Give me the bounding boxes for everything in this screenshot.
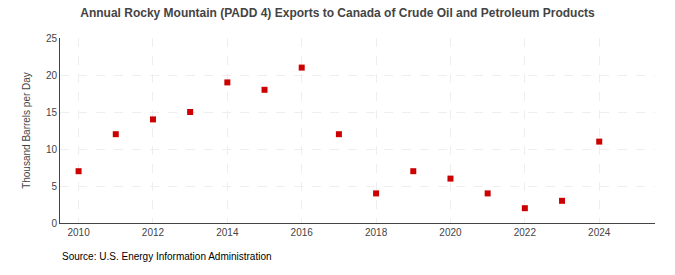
- svg-text:2014: 2014: [216, 227, 239, 238]
- svg-text:2012: 2012: [142, 227, 165, 238]
- svg-text:10: 10: [46, 144, 58, 155]
- svg-text:Annual Rocky Mountain (PADD 4): Annual Rocky Mountain (PADD 4) Exports t…: [80, 6, 595, 20]
- svg-text:Thousand Barrels per Day: Thousand Barrels per Day: [21, 72, 32, 189]
- svg-text:0: 0: [51, 218, 57, 229]
- svg-text:2024: 2024: [588, 227, 611, 238]
- svg-text:2022: 2022: [514, 227, 537, 238]
- svg-text:15: 15: [46, 107, 58, 118]
- svg-text:2010: 2010: [67, 227, 90, 238]
- svg-text:5: 5: [51, 181, 57, 192]
- svg-text:20: 20: [46, 70, 58, 81]
- svg-text:2016: 2016: [291, 227, 314, 238]
- svg-text:2020: 2020: [439, 227, 462, 238]
- svg-text:Source: U.S. Energy Informatio: Source: U.S. Energy Information Administ…: [62, 251, 272, 262]
- svg-text:25: 25: [46, 33, 58, 44]
- svg-text:2018: 2018: [365, 227, 388, 238]
